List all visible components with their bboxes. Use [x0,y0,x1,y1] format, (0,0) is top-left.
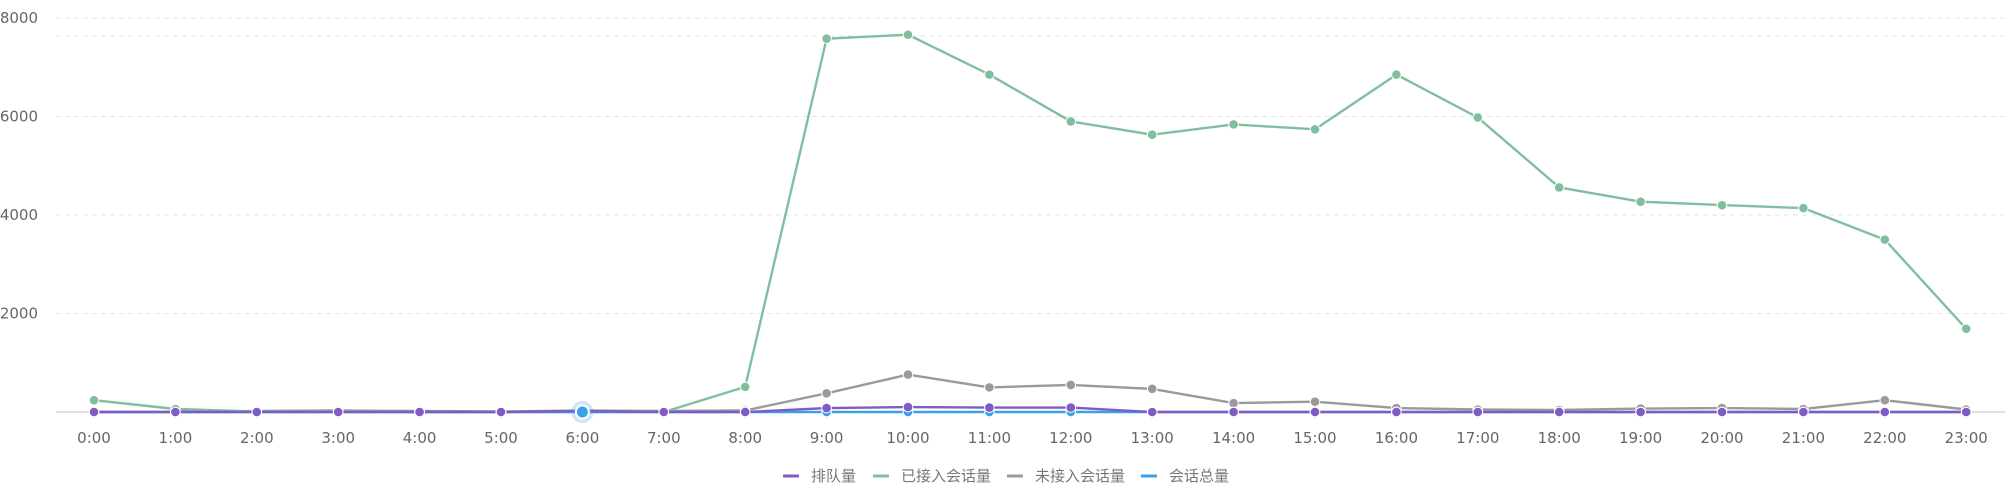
x-tick-label: 21:00 [1782,429,1825,447]
data-point[interactable] [1065,116,1077,127]
data-point[interactable] [1472,406,1484,418]
highlighted-point[interactable] [574,404,590,420]
x-tick-label: 4:00 [403,429,437,447]
data-point[interactable] [1472,112,1484,123]
legend-label[interactable]: 未接入会话量 [1035,467,1125,485]
x-tick-label: 8:00 [728,429,762,447]
legend-label[interactable]: 会话总量 [1169,467,1229,485]
data-point[interactable] [1228,119,1239,130]
data-point[interactable] [1635,406,1646,418]
grid [56,17,2005,314]
x-tick-label: 16:00 [1375,429,1418,447]
x-tick-label: 5:00 [484,429,518,447]
data-point[interactable] [1879,394,1891,406]
series-lines [93,33,1968,414]
data-point[interactable] [1716,199,1728,211]
data-point[interactable] [739,406,751,418]
series-line [93,33,1968,414]
x-tick-label: 11:00 [968,429,1011,447]
data-point[interactable] [1879,406,1891,418]
data-point[interactable] [658,406,670,418]
data-point[interactable] [414,406,425,418]
data-point[interactable] [1146,406,1158,418]
series-line [94,373,1967,414]
data-point[interactable] [902,401,914,413]
x-tick-label: 9:00 [810,429,844,447]
data-point[interactable] [88,394,100,406]
x-tick-label: 23:00 [1945,429,1988,447]
data-point[interactable] [1065,379,1077,391]
data-point[interactable] [332,406,344,418]
x-tick-label: 18:00 [1538,429,1581,447]
data-point[interactable] [902,369,914,380]
series-line [94,405,1967,414]
data-point[interactable] [984,402,995,413]
legend-label[interactable]: 排队量 [811,467,856,485]
axes: 2000 4000 6000 8000 0:00 1:00 2:00 3:00 4:00 5:00… [0,9,2005,447]
x-tick-label: 6:00 [566,429,600,447]
data-point[interactable] [88,406,100,418]
data-point[interactable] [1716,406,1728,418]
x-tick-label: 1:00 [159,429,193,447]
x-tick-label: 0:00 [77,429,111,447]
x-tick-label: 17:00 [1456,429,1499,447]
x-tick-label: 19:00 [1619,429,1662,447]
legend-label[interactable]: 已接入会话量 [901,467,991,485]
data-point[interactable] [1228,406,1239,418]
data-point[interactable] [902,29,914,41]
data-point[interactable] [821,402,832,414]
x-tick-label: 14:00 [1212,429,1255,447]
data-point[interactable] [821,33,832,44]
data-point[interactable] [1879,234,1891,245]
legend: 排队量 已接入会话量 未接入会话量 会话总量 [783,467,1229,485]
data-point[interactable] [1960,323,1972,335]
y-tick-label: 8000 [0,9,38,27]
data-point[interactable] [170,406,181,418]
data-point[interactable] [1635,196,1646,208]
data-point[interactable] [1065,402,1077,413]
x-tick-label: 7:00 [647,429,681,447]
data-point[interactable] [1228,397,1239,409]
data-point[interactable] [1553,406,1565,418]
x-tick-label: 20:00 [1700,429,1743,447]
data-point[interactable] [1960,406,1972,418]
data-point[interactable] [1391,69,1402,80]
x-tick-label: 22:00 [1863,429,1906,447]
data-point[interactable] [1146,383,1158,395]
data-point[interactable] [984,382,995,393]
data-point[interactable] [1553,182,1565,193]
data-point[interactable] [1798,202,1809,214]
x-tick-label: 10:00 [886,429,929,447]
data-point[interactable] [1309,396,1321,407]
series-points [88,29,1972,423]
data-point[interactable] [1309,124,1321,135]
x-tick-label: 15:00 [1293,429,1336,447]
x-tick-label: 2:00 [240,429,274,447]
data-point[interactable] [1146,129,1158,141]
y-tick-label: 6000 [0,108,38,126]
data-point[interactable] [984,69,995,80]
data-point[interactable] [1798,406,1809,418]
data-point[interactable] [739,381,751,393]
x-tick-label: 3:00 [321,429,355,447]
x-tick-label: 12:00 [1049,429,1092,447]
data-point[interactable] [1309,406,1321,418]
y-tick-label: 4000 [0,206,38,224]
y-tick-label: 2000 [0,305,38,323]
data-point[interactable] [251,406,263,418]
data-point[interactable] [821,387,832,399]
data-point[interactable] [1391,406,1402,418]
data-point[interactable] [495,406,507,418]
x-tick-label: 13:00 [1131,429,1174,447]
